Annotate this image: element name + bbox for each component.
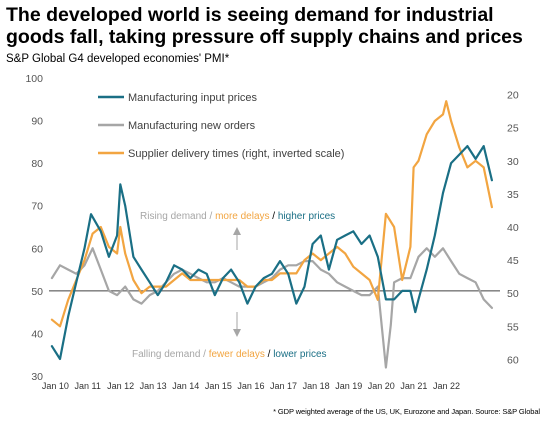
source-footnote: * GDP weighted average of the US, UK, Eu… bbox=[273, 407, 540, 416]
x-tick-label: Jan 18 bbox=[303, 381, 330, 391]
up-arrow-icon bbox=[233, 227, 241, 235]
x-tick-label: Jan 19 bbox=[335, 381, 362, 391]
legend-label-delivery-times: Supplier delivery times (right, inverted… bbox=[128, 148, 344, 160]
legend-label-input-prices: Manufacturing input prices bbox=[128, 92, 258, 104]
falling-annotation: Falling demand / fewer delays / lower pr… bbox=[132, 312, 327, 360]
rising-sep-2: / bbox=[270, 211, 278, 222]
right-tick-label: 60 bbox=[507, 354, 519, 366]
rising-sep-1: / bbox=[207, 211, 215, 222]
right-tick-label: 45 bbox=[507, 255, 519, 267]
left-tick-label: 30 bbox=[31, 371, 43, 383]
right-tick-label: 35 bbox=[507, 189, 519, 201]
series-input-prices-line bbox=[50, 145, 493, 361]
x-tick-label: Jan 12 bbox=[107, 381, 134, 391]
chart-subtitle: S&P Global G4 developed economies' PMI* bbox=[6, 53, 230, 65]
rising-delays-label: more delays bbox=[215, 211, 269, 222]
left-tick-label: 40 bbox=[31, 328, 43, 340]
falling-delays-label: fewer delays bbox=[209, 349, 265, 360]
x-tick-label: Jan 21 bbox=[400, 381, 427, 391]
rising-prices-label: higher prices bbox=[278, 211, 335, 222]
right-tick-label: 55 bbox=[507, 321, 519, 333]
x-tick-label: Jan 16 bbox=[237, 381, 264, 391]
x-tick-label: Jan 14 bbox=[172, 381, 199, 391]
legend: Manufacturing input prices Manufacturing… bbox=[98, 92, 344, 160]
left-tick-label: 100 bbox=[25, 73, 43, 85]
legend-label-new-orders: Manufacturing new orders bbox=[128, 120, 256, 132]
right-tick-label: 50 bbox=[507, 288, 519, 300]
left-axis-ticks: 30 40 50 60 70 80 90 100 bbox=[25, 73, 43, 383]
series-new-orders-line bbox=[50, 247, 493, 369]
left-tick-label: 50 bbox=[31, 286, 43, 298]
right-tick-label: 25 bbox=[507, 123, 519, 135]
falling-prices-label: lower prices bbox=[273, 349, 326, 360]
x-tick-label: Jan 10 bbox=[42, 381, 69, 391]
x-tick-label: Jan 17 bbox=[270, 381, 297, 391]
x-tick-label: Jan 13 bbox=[140, 381, 167, 391]
right-tick-label: 30 bbox=[507, 156, 519, 168]
x-tick-label: Jan 15 bbox=[205, 381, 232, 391]
left-tick-label: 70 bbox=[31, 201, 43, 213]
x-tick-label: Jan 11 bbox=[74, 381, 100, 391]
x-tick-label: Jan 22 bbox=[433, 381, 460, 391]
falling-demand-label: Falling demand bbox=[132, 349, 200, 360]
right-tick-label: 20 bbox=[507, 90, 519, 102]
left-tick-label: 90 bbox=[31, 116, 43, 128]
down-arrow-icon bbox=[233, 329, 241, 337]
rising-demand-label: Rising demand bbox=[140, 211, 207, 222]
rising-annotation: Rising demand / more delays / higher pri… bbox=[140, 211, 335, 250]
x-tick-label: Jan 20 bbox=[368, 381, 395, 391]
left-tick-label: 80 bbox=[31, 158, 43, 170]
right-axis-ticks: 20 25 30 35 40 45 50 55 60 bbox=[507, 90, 519, 367]
x-axis-ticks: Jan 10 Jan 11 Jan 12 Jan 13 Jan 14 Jan 15 Jan … bbox=[42, 381, 460, 391]
right-tick-label: 40 bbox=[507, 222, 519, 234]
rising-annotation-text: Rising demand / more delays / higher pri… bbox=[140, 211, 335, 222]
left-tick-label: 60 bbox=[31, 243, 43, 255]
falling-sep-2: / bbox=[265, 349, 273, 360]
chart-title: The developed world is seeing demand for… bbox=[6, 4, 523, 48]
series-lines bbox=[50, 100, 493, 369]
falling-annotation-text: Falling demand / fewer delays / lower pr… bbox=[132, 349, 327, 360]
falling-sep-1: / bbox=[200, 349, 208, 360]
series-delivery-times-line bbox=[50, 100, 493, 328]
